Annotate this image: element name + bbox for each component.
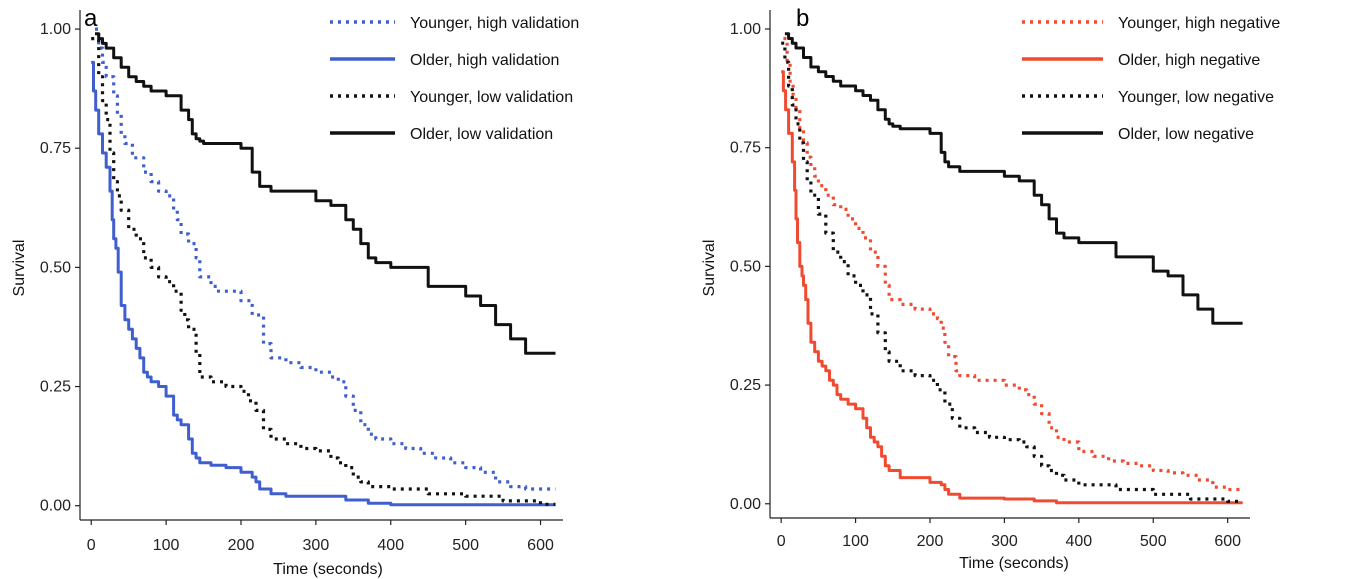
legend-label-1: Older, high negative [1118, 52, 1260, 69]
x-tick-label: 300 [303, 537, 330, 554]
panel-b-x-axis-title: Time (seconds) [959, 555, 1069, 572]
panel-b-legend: Younger, high negative Older, high negati… [1022, 15, 1280, 143]
x-tick-label: 600 [1214, 533, 1241, 550]
x-tick-label: 0 [87, 537, 96, 554]
x-tick-label: 200 [917, 533, 944, 550]
y-tick-label: 1.00 [730, 21, 761, 38]
series-line-1 [91, 60, 556, 507]
series-line-3 [95, 32, 556, 355]
panel-b: b Time (seconds) Survival 0.000.250.500.… [701, 5, 1280, 572]
panel-a-label: a [84, 5, 98, 32]
series-line-3 [784, 32, 1243, 325]
y-tick-label: 0.25 [730, 377, 761, 394]
x-tick-label: 400 [1065, 533, 1092, 550]
series-line-0 [95, 27, 556, 491]
legend-label-0: Younger, high validation [410, 15, 579, 32]
series-line-2 [91, 37, 556, 506]
y-tick-label: 1.00 [40, 21, 71, 38]
y-tick-label: 0.75 [40, 140, 71, 157]
x-tick-label: 100 [153, 537, 180, 554]
x-tick-label: 200 [228, 537, 255, 554]
panel-a-x-axis-title: Time (seconds) [273, 561, 383, 578]
x-tick-label: 600 [527, 537, 554, 554]
series-line-1 [781, 70, 1243, 505]
panel-a-y-axis-title: Survival [11, 240, 28, 297]
y-tick-label: 0.75 [730, 140, 761, 157]
y-tick-label: 0.00 [730, 496, 761, 513]
x-tick-label: 500 [1140, 533, 1167, 550]
legend-label-3: Older, low validation [410, 126, 553, 143]
x-tick-label: 100 [842, 533, 869, 550]
panel-a: a Time (seconds) Survival 0.000.250.500.… [11, 5, 579, 578]
x-tick-label: 0 [777, 533, 786, 550]
panel-a-legend: Younger, high validation Older, high vali… [330, 15, 579, 143]
legend-label-1: Older, high validation [410, 52, 559, 69]
legend-label-2: Younger, low negative [1118, 89, 1274, 106]
legend-label-0: Younger, high negative [1118, 15, 1280, 32]
panel-a-plot-marks: 0.00 0.25 0.50 0.75 1.00 0 100 200 300 400 500 600 [40, 10, 563, 554]
legend-label-2: Younger, low validation [410, 89, 573, 106]
series-line-0 [783, 36, 1243, 492]
series-line-2 [781, 41, 1243, 503]
x-tick-label: 300 [991, 533, 1018, 550]
legend-label-3: Older, low negative [1118, 126, 1254, 143]
x-tick-label: 400 [377, 537, 404, 554]
y-tick-label: 0.50 [730, 258, 761, 275]
y-tick-label: 0.00 [40, 498, 71, 515]
y-tick-label: 0.50 [40, 259, 71, 276]
x-tick-label: 500 [452, 537, 479, 554]
panel-b-y-axis-title: Survival [701, 240, 718, 297]
y-tick-label: 0.25 [40, 379, 71, 396]
panel-b-plot-marks: 0.00 0.25 0.50 0.75 1.00 0 100 200 300 400 500 600 [730, 10, 1250, 550]
panel-b-label: b [796, 5, 809, 32]
